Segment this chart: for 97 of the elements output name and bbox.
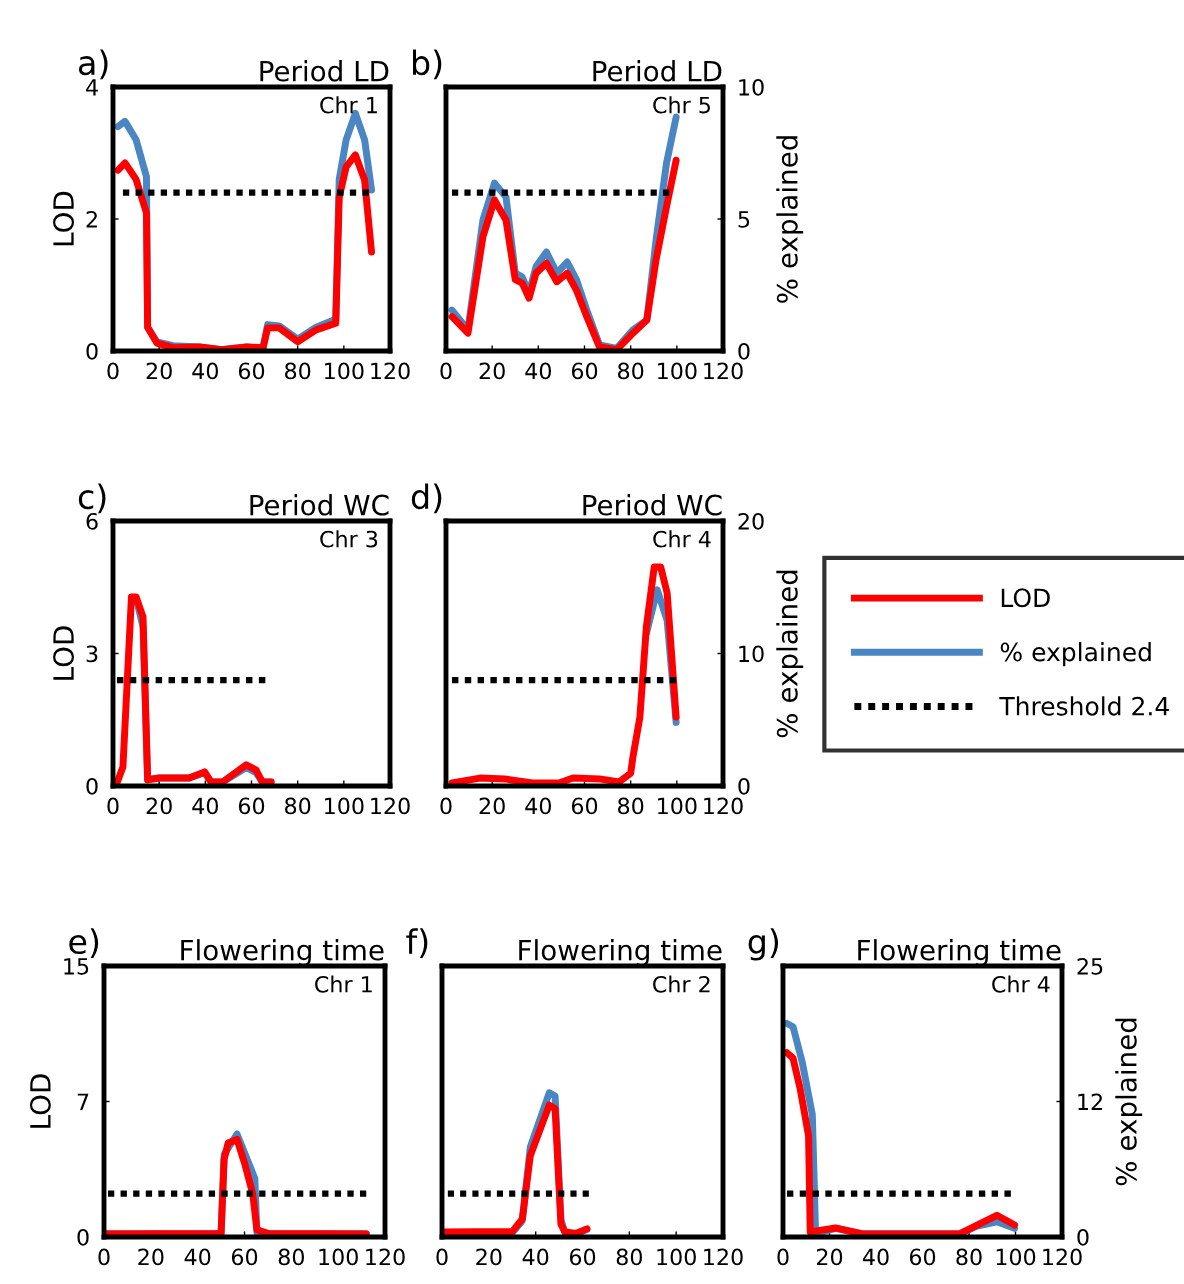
legend-label: % explained [1000,642,1151,667]
x-tick-label: 120 [704,797,743,815]
x-tick-label: 0 [436,1248,448,1266]
chart-title: Period LD [593,60,722,82]
annotation: Chr 3 [320,530,378,548]
y-tick-label: 2 [86,210,97,228]
x-tick-label: 20 [479,362,505,380]
x-tick-label: 100 [658,797,697,815]
y-axis-title: LOD [53,191,75,246]
x-tick-label: 80 [618,362,644,380]
x-tick-label: 60 [569,1248,596,1266]
x-tick-label: 80 [616,1248,642,1266]
x-tick-label: 80 [956,1248,982,1266]
y2-tick-label: 0 [738,342,750,360]
annotation: Chr 2 [653,975,710,993]
y2-tick-label: 0 [738,777,750,795]
y-tick-label: 6 [86,512,98,530]
y-tick-label: 3 [86,645,98,663]
x-tick-label: 0 [107,362,119,380]
x-tick-label: 0 [107,797,119,815]
y-axis-title: LOD [53,626,75,680]
x-tick-label: 100 [657,1248,696,1266]
y-axis-title: LOD [29,1074,51,1128]
annotation: Chr 5 [653,96,710,114]
x-tick-label: 40 [192,362,218,380]
x-tick-label: 100 [996,1248,1036,1266]
x-tick-label: 20 [479,797,505,815]
y-tick-label: 0 [86,777,98,795]
x-tick-label: 80 [285,797,311,815]
chart-title: Period LD [260,60,389,82]
y2-axis-title: % explained [776,136,804,303]
text: b) [413,49,442,80]
x-tick-label: 0 [440,362,452,380]
x-tick-label: 120 [371,797,410,815]
x-tick-label: 120 [704,1248,743,1266]
x-tick-label: 120 [366,1248,405,1266]
x-tick-label: 80 [618,797,644,815]
text: a) [78,49,108,80]
annotation: Chr 4 [992,975,1050,993]
text: e) [69,928,99,959]
x-tick-label: 0 [98,1248,110,1266]
x-tick-label: 40 [522,1248,549,1266]
legend-label: LOD [1001,588,1050,608]
x-tick-label: 40 [525,362,551,380]
x-tick-label: 100 [325,797,364,815]
x-tick-label: 40 [192,797,218,815]
x-tick-label: 120 [704,362,743,380]
y-tick-label: 4 [86,79,98,96]
x-tick-label: 80 [278,1248,304,1266]
y2-tick-label: 5 [738,211,750,228]
chart-title: Flowering time [181,939,384,966]
x-tick-label: 120 [371,362,410,380]
y2-tick-label: 25 [1077,957,1103,975]
y2-tick-label: 10 [739,645,764,663]
x-tick-label: 0 [440,797,452,815]
x-tick-label: 20 [146,362,172,380]
x-tick-label: 80 [285,362,311,380]
x-tick-label: 60 [238,797,265,815]
y2-tick-label: 10 [739,78,764,96]
y2-tick-label: 12 [1078,1093,1102,1110]
y2-axis-title: % explained [1115,1018,1143,1186]
chart-title: Flowering time [519,939,722,966]
x-tick-label: 40 [862,1248,889,1266]
chart-title: Period WC [583,494,722,516]
x-tick-label: 100 [658,362,697,380]
legend-label: Threshold 2.4 [999,696,1169,716]
x-tick-label: 20 [816,1248,843,1266]
annotation: Chr 1 [315,975,372,993]
x-tick-label: 60 [231,1248,258,1266]
x-tick-label: 100 [319,1248,358,1266]
text: d) [411,483,442,514]
y-tick-label: 0 [86,342,98,360]
text: f) [406,928,428,959]
y-tick-label: 15 [64,958,89,975]
x-tick-label: 0 [777,1248,789,1266]
x-tick-label: 60 [571,797,598,815]
y-tick-label: 7 [77,1093,89,1110]
x-tick-label: 60 [238,362,265,380]
x-tick-label: 40 [525,797,551,815]
chart-title: Flowering time [858,939,1061,966]
x-tick-label: 60 [909,1248,936,1266]
annotation: Chr 4 [653,530,711,548]
chart-title: Period WC [250,494,389,516]
x-tick-label: 20 [138,1248,164,1266]
x-tick-label: 100 [325,362,364,380]
y2-axis-title: % explained [776,570,804,738]
annotation: Chr 1 [320,96,377,114]
x-tick-label: 120 [1043,1248,1082,1266]
y-tick-label: 0 [77,1228,89,1246]
x-tick-label: 20 [146,797,172,815]
x-tick-label: 60 [571,362,598,380]
y2-tick-label: 0 [1077,1228,1089,1246]
y2-tick-label: 20 [738,512,764,530]
text: c) [78,483,106,514]
text: g) [748,928,779,961]
x-tick-label: 20 [476,1248,502,1266]
x-tick-label: 40 [184,1248,211,1266]
